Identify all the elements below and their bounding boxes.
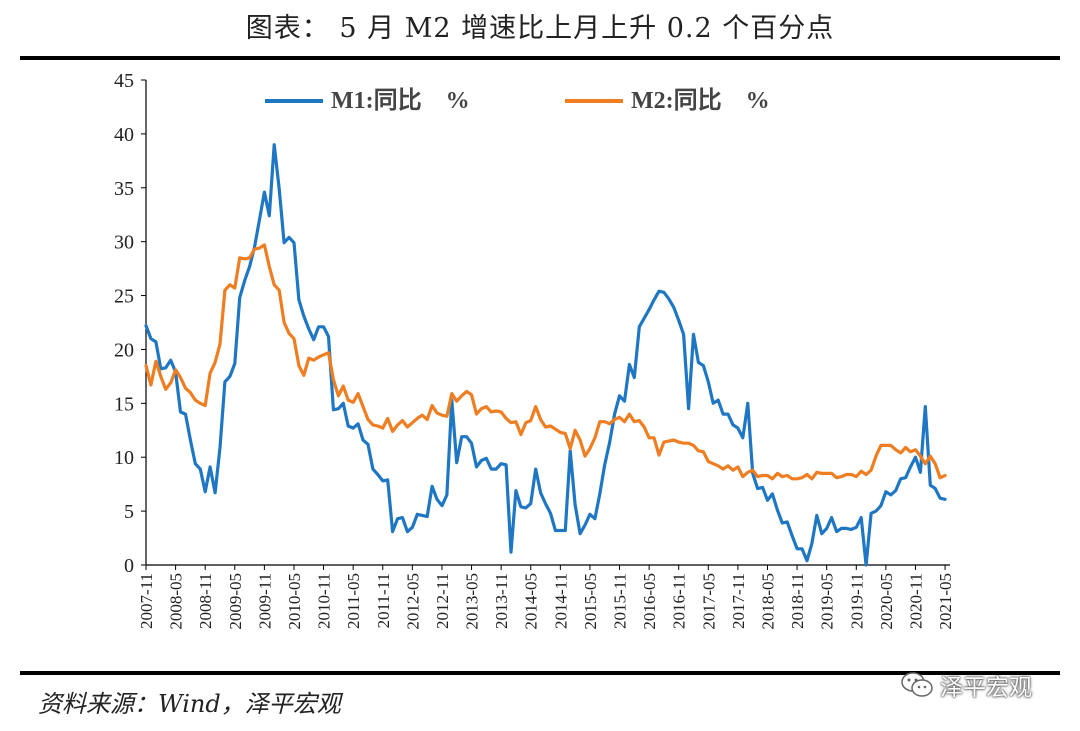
source-note: 资料来源：Wind，泽平宏观 (38, 690, 341, 718)
y-tick-label: 20 (114, 339, 134, 361)
series-line-m1 (144, 143, 947, 567)
y-tick-label: 40 (114, 124, 134, 146)
x-tick-label: 2016-11 (670, 573, 689, 629)
y-tick-label: 45 (114, 70, 134, 92)
x-tick-label: 2016-05 (640, 573, 659, 630)
x-tick-label: 2015-11 (611, 573, 630, 629)
x-tick-label: 2017-11 (729, 573, 748, 629)
x-tick-label: 2010-05 (285, 573, 304, 630)
x-tick-label: 2015-05 (581, 573, 600, 630)
x-tick-label: 2018-11 (788, 573, 807, 629)
x-tick-label: 2012-05 (403, 573, 422, 630)
series-line-m2 (144, 243, 947, 481)
x-tick-label: 2010-11 (315, 573, 334, 629)
y-tick-label: 15 (114, 393, 134, 415)
x-tick-label: 2020-11 (906, 573, 925, 629)
bottom-rule (20, 671, 1060, 675)
x-tick-label: 2014-11 (551, 573, 570, 629)
x-tick-label: 2014-05 (522, 573, 541, 630)
x-tick-label: 2020-05 (877, 573, 896, 630)
legend-label-m1: M1:同比 % (331, 87, 470, 114)
y-tick-label: 5 (124, 501, 134, 523)
watermark-text: 泽平宏观 (940, 675, 1032, 701)
chart-title: 图表： 5 月 M2 增速比上月上升 0.2 个百分点 (245, 13, 835, 44)
wechat-icon (900, 671, 934, 699)
y-tick-label: 0 (124, 555, 134, 577)
x-tick-label: 2008-05 (167, 573, 186, 630)
y-tick-label: 10 (114, 447, 134, 469)
y-tick-label: 30 (114, 232, 134, 254)
line-chart: 0 5 10 15 20 25 30 35 40 45 2007-11 2008-05 2008-11 2… (114, 70, 955, 630)
x-tick-label: 2019-05 (818, 573, 837, 630)
x-tick-label: 2021-05 (936, 573, 955, 630)
legend-label-m2: M2:同比 % (631, 87, 770, 114)
x-tick-label: 2011-05 (344, 573, 363, 629)
y-tick-label: 35 (114, 178, 134, 200)
x-tick-label: 2007-11 (137, 573, 156, 629)
watermark: 泽平宏观 (900, 668, 1032, 702)
x-tick-label: 2009-05 (226, 573, 245, 630)
x-tick-label: 2017-05 (699, 573, 718, 630)
x-tick-label: 2019-11 (847, 573, 866, 629)
x-tick-label: 2009-11 (255, 573, 274, 629)
x-tick-label: 2011-11 (374, 573, 393, 628)
x-tick-label: 2013-05 (463, 573, 482, 630)
top-rule (20, 56, 1060, 60)
y-tick-label: 25 (114, 286, 134, 308)
x-tick-label: 2013-11 (492, 573, 511, 629)
x-tick-label: 2008-11 (196, 573, 215, 629)
x-tick-label: 2012-11 (433, 573, 452, 629)
x-tick-label: 2018-05 (758, 573, 777, 630)
